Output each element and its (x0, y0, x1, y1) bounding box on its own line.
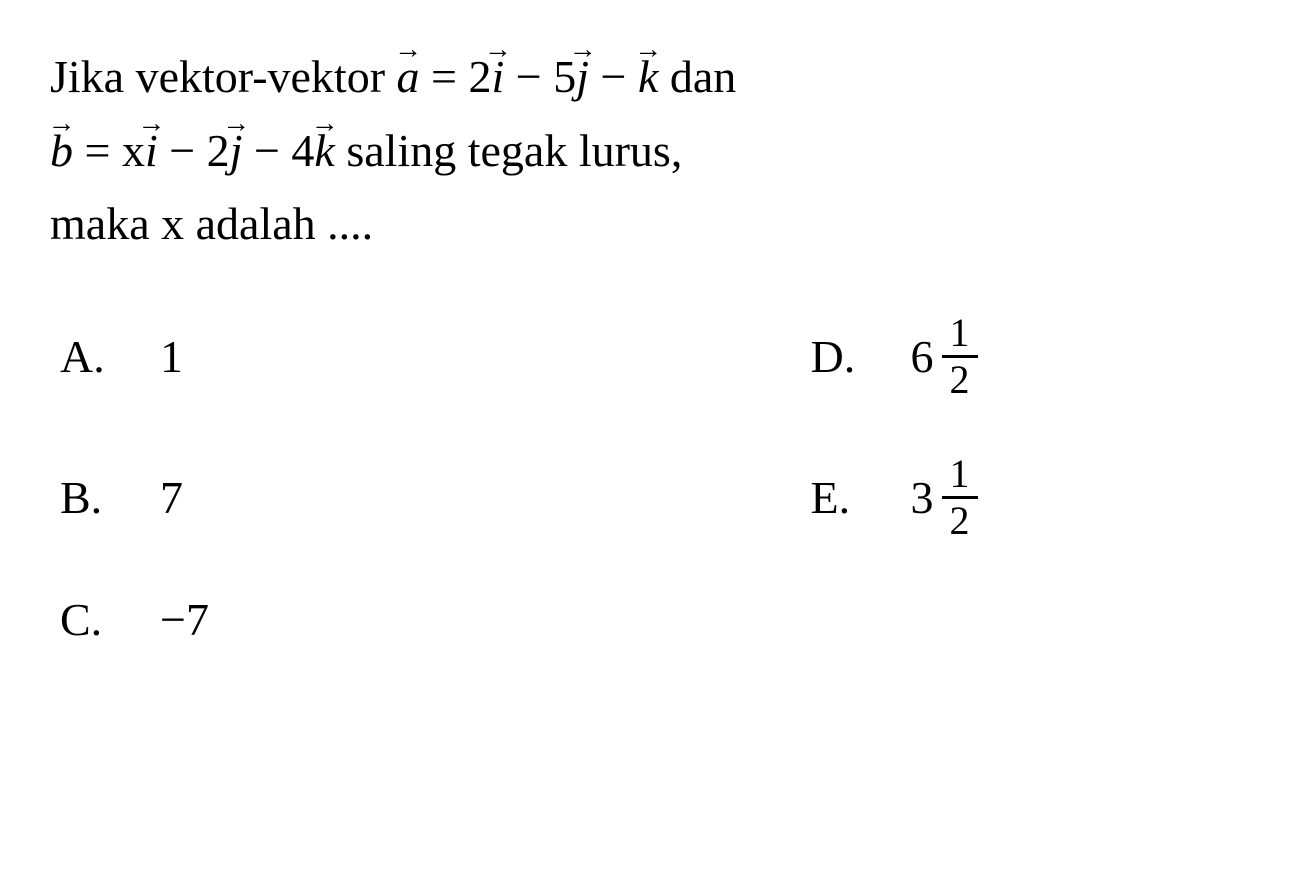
fraction-numerator: 1 (942, 452, 978, 499)
option-value-a: 1 (160, 330, 183, 383)
text-eq1: = 2 (420, 51, 492, 102)
option-value-e: 3 1 2 (911, 452, 978, 543)
text-line3: maka x adalah .... (50, 198, 373, 249)
mixed-whole-e: 3 (911, 471, 934, 524)
arrow-icon: → (222, 102, 250, 147)
option-label-e: E. (811, 471, 871, 524)
option-value-b: 7 (160, 471, 183, 524)
arrow-icon: → (394, 28, 422, 73)
vector-i: →i (491, 40, 504, 114)
arrow-icon: → (137, 102, 165, 147)
option-label-c: C. (60, 593, 120, 646)
vector-j: →j (576, 40, 589, 114)
option-value-c: −7 (160, 593, 209, 646)
arrow-icon: → (311, 102, 339, 147)
arrow-icon: → (634, 28, 662, 73)
fraction-d: 1 2 (942, 311, 978, 402)
option-a: A. 1 (60, 311, 511, 402)
option-b: B. 7 (60, 452, 511, 543)
vector-i: →i (145, 114, 158, 188)
vector-a: →a (397, 40, 420, 114)
fraction-denominator: 2 (942, 358, 978, 402)
option-label-a: A. (60, 330, 120, 383)
arrow-icon: → (484, 28, 512, 73)
option-label-d: D. (811, 330, 871, 383)
question-line-3: maka x adalah .... (50, 187, 1261, 261)
option-e: E. 3 1 2 (811, 452, 1262, 543)
option-value-d: 6 1 2 (911, 311, 978, 402)
option-d: D. 6 1 2 (811, 311, 1262, 402)
option-c: C. −7 (60, 593, 511, 646)
vector-j: →j (230, 114, 243, 188)
options-container: A. 1 D. 6 1 2 B. 7 E. 3 1 2 C. −7 (50, 311, 1261, 646)
arrow-icon: → (48, 102, 76, 147)
arrow-icon: → (569, 28, 597, 73)
question-line-2: →b = x→i − 2→j − 4→k saling tegak lurus, (50, 114, 1261, 188)
text-m1: − 5 (504, 51, 576, 102)
text-eq2: = x (73, 125, 145, 176)
text-suffix2: saling tegak lurus, (335, 125, 683, 176)
text-m4: − 4 (242, 125, 314, 176)
fraction-e: 1 2 (942, 452, 978, 543)
vector-b: →b (50, 114, 73, 188)
vector-k: →k (314, 114, 334, 188)
mixed-whole-d: 6 (911, 330, 934, 383)
option-label-b: B. (60, 471, 120, 524)
fraction-denominator: 2 (942, 499, 978, 543)
text-suffix1: dan (658, 51, 736, 102)
text-m3: − 2 (158, 125, 230, 176)
question-text: Jika vektor-vektor →a = 2→i − 5→j − →k d… (50, 40, 1261, 261)
text-prefix: Jika vektor-vektor (50, 51, 397, 102)
vector-k: →k (638, 40, 658, 114)
fraction-numerator: 1 (942, 311, 978, 358)
